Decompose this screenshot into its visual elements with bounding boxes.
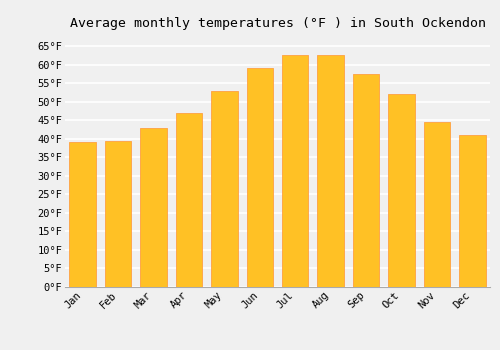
Bar: [318, 55, 344, 287]
Bar: [388, 94, 414, 287]
Bar: [353, 74, 380, 287]
Bar: [459, 135, 485, 287]
Bar: [211, 91, 238, 287]
Bar: [140, 128, 167, 287]
Title: Average monthly temperatures (°F ) in South Ockendon: Average monthly temperatures (°F ) in So…: [70, 17, 486, 30]
Bar: [176, 113, 202, 287]
Bar: [246, 68, 273, 287]
Bar: [105, 141, 132, 287]
Bar: [424, 122, 450, 287]
Bar: [70, 142, 96, 287]
Bar: [282, 55, 308, 287]
